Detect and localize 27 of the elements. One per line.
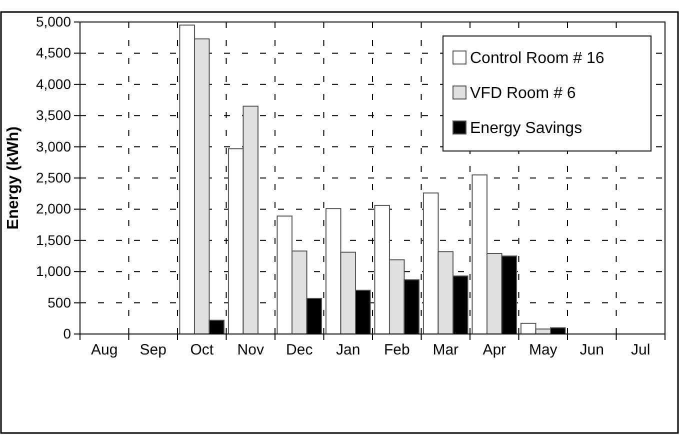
y-tick-label: 0 (63, 325, 72, 342)
x-tick-label: Mar (432, 342, 459, 359)
x-tick-label: Sep (140, 342, 166, 359)
legend-label: Energy Savings (470, 120, 582, 137)
x-tick-label: Feb (384, 342, 410, 359)
y-tick-label: 3,000 (36, 138, 72, 154)
y-tick-label: 4,000 (36, 76, 72, 92)
y-tick-label: 500 (48, 294, 72, 310)
x-tick-label: Aug (91, 342, 118, 359)
x-tick-label: Jun (580, 342, 604, 359)
legend-label: VFD Room # 6 (470, 85, 576, 102)
x-tick-label: Dec (286, 342, 314, 359)
y-tick-label: 3,500 (36, 107, 72, 124)
legend-label: Control Room # 16 (470, 50, 604, 67)
y-tick-label: 1,000 (36, 263, 72, 280)
y-tick-label: 2,500 (36, 169, 72, 186)
y-axis-title: Energy (kWh) (5, 126, 22, 230)
y-tick-label: 1,500 (36, 232, 72, 248)
x-tick-label: Nov (237, 342, 264, 359)
x-tick-label: Apr (482, 342, 506, 359)
y-tick-label: 5,000 (36, 13, 72, 30)
y-tick-label: 2,000 (36, 200, 72, 217)
x-tick-label: May (528, 342, 558, 359)
x-tick-label: Jan (336, 342, 360, 359)
x-tick-label: Oct (190, 342, 214, 359)
y-tick-label: 4,500 (36, 44, 72, 61)
x-tick-label: Jul (631, 342, 650, 359)
